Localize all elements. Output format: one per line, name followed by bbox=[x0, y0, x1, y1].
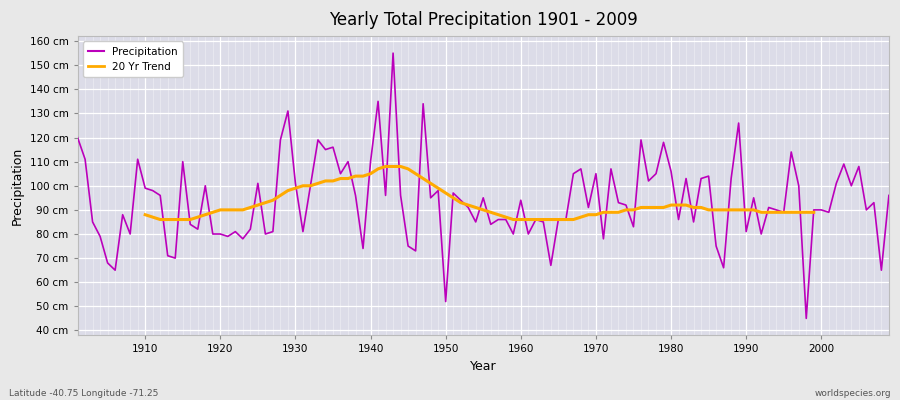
Legend: Precipitation, 20 Yr Trend: Precipitation, 20 Yr Trend bbox=[83, 42, 183, 77]
Text: worldspecies.org: worldspecies.org bbox=[814, 389, 891, 398]
Title: Yearly Total Precipitation 1901 - 2009: Yearly Total Precipitation 1901 - 2009 bbox=[328, 11, 637, 29]
Y-axis label: Precipitation: Precipitation bbox=[11, 147, 24, 225]
Text: Latitude -40.75 Longitude -71.25: Latitude -40.75 Longitude -71.25 bbox=[9, 389, 158, 398]
X-axis label: Year: Year bbox=[470, 360, 497, 373]
